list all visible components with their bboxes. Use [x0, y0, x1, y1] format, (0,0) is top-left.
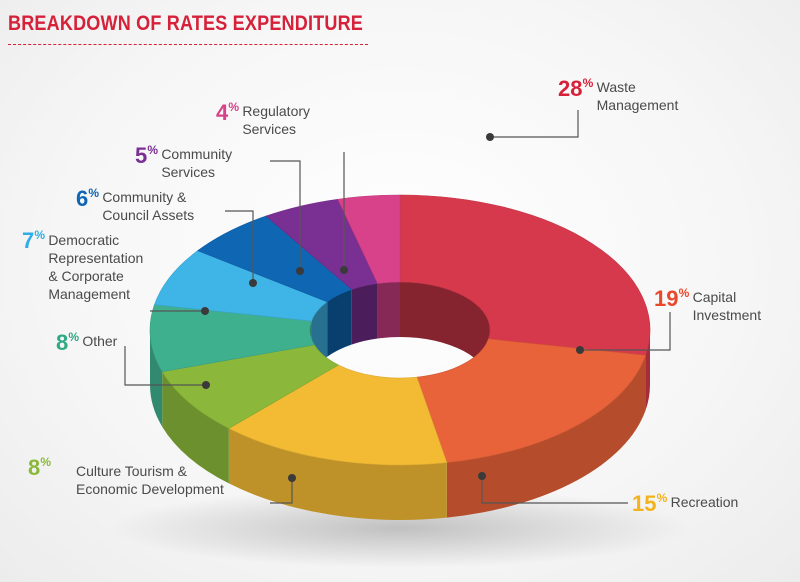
slice-label-line: Community & [102, 189, 187, 205]
slice-percent: 5 [135, 143, 147, 168]
percent-sign: % [88, 186, 99, 200]
slice-label-line: Management [597, 97, 679, 113]
slice-percent: 28 [558, 76, 582, 101]
slice-label-line: Other [82, 333, 117, 349]
chart-shadow [110, 488, 690, 568]
percent-sign: % [34, 228, 45, 242]
slice-label-line: Capital [693, 289, 737, 305]
slice-label-line: Services [161, 164, 215, 180]
label-recreation: 15% Recreation [632, 491, 738, 516]
label-regulatory-services: 4% Regulatory Services [216, 100, 310, 137]
slice-wall-other [150, 330, 163, 427]
slice-wall-capital-investment [446, 355, 646, 518]
leader-dot [249, 279, 257, 287]
slice-percent: 7 [22, 228, 34, 253]
slice-label-line: Democratic [48, 232, 119, 248]
chart-title: BREAKDOWN OF RATES EXPENDITURE [8, 12, 364, 35]
leader-dot [340, 266, 348, 274]
label-community-services: 5% Community Services [135, 143, 232, 180]
slice-percent: 4 [216, 100, 229, 125]
slice-label-line: Investment [693, 307, 762, 323]
title-divider [8, 44, 368, 45]
percent-sign: % [583, 76, 594, 90]
slice-label-line: Regulatory [242, 103, 310, 119]
label-democratic-representation-and-corporate-management: 7% Democratic Representation & Corporate Man… [22, 228, 143, 302]
slice-wall-recreation [228, 428, 447, 520]
label-community-and-council-assets: 6% Community & Council Assets [76, 186, 194, 223]
leader-dot [288, 474, 296, 482]
percent-sign: % [68, 330, 79, 344]
slice-label-line: Representation [48, 250, 143, 266]
leader-line [225, 210, 254, 283]
slice-label-line: Economic Development [76, 481, 224, 497]
leader-dot [296, 267, 304, 275]
slice-label-line: Waste [597, 79, 636, 95]
percent-sign: % [228, 100, 239, 114]
slice-label-line: Community [161, 146, 232, 162]
slice-percent: 19 [654, 286, 678, 311]
leader-line [270, 478, 293, 504]
leader-dot [202, 381, 210, 389]
leader-dot [576, 346, 584, 354]
slice-inner-wall-waste-management [400, 282, 490, 385]
slice-percent: 15 [632, 491, 656, 516]
label-culture-tourism-and-economic-development: 8 % Culture Tourism & Economic Development [28, 455, 224, 497]
slice-label-line: Services [242, 121, 296, 137]
slice-inner-wall-regulatory-services [377, 282, 400, 339]
percent-sign: % [40, 455, 51, 469]
slice-capital-investment [416, 338, 646, 463]
slice-inner-wall-community-and-council-assets [327, 289, 352, 357]
slice-wall-culture-tourism-and-economic-development [162, 371, 229, 484]
slice-waste-management [399, 194, 651, 356]
slice-inner-wall-community-services [351, 283, 378, 345]
slice-label-line: Culture Tourism & [76, 463, 188, 479]
slice-label-line: Management [48, 286, 130, 302]
leader-line [481, 476, 628, 504]
slice-label-line: Recreation [671, 494, 739, 510]
slice-recreation [228, 364, 448, 466]
slice-percent: 8 [56, 330, 68, 355]
slice-regulatory-services [337, 194, 401, 284]
leader-line [124, 346, 206, 386]
percent-sign: % [679, 286, 690, 300]
slice-percent: 6 [76, 186, 88, 211]
label-capital-investment: 19% Capital Investment [654, 286, 761, 323]
leader-line [580, 312, 671, 351]
leader-line [490, 110, 579, 138]
leader-dot [478, 472, 486, 480]
slice-label-line: & Corporate [48, 268, 124, 284]
percent-sign: % [147, 143, 158, 157]
percent-sign: % [657, 491, 668, 505]
label-other: 8% Other [56, 330, 118, 355]
slice-percent: 8 [28, 455, 40, 480]
label-waste-management: 28% Waste Management [558, 76, 678, 113]
leader-dot [486, 133, 494, 141]
leader-line [270, 160, 301, 271]
leader-dot [201, 307, 209, 315]
slice-label-line: Council Assets [102, 207, 194, 223]
